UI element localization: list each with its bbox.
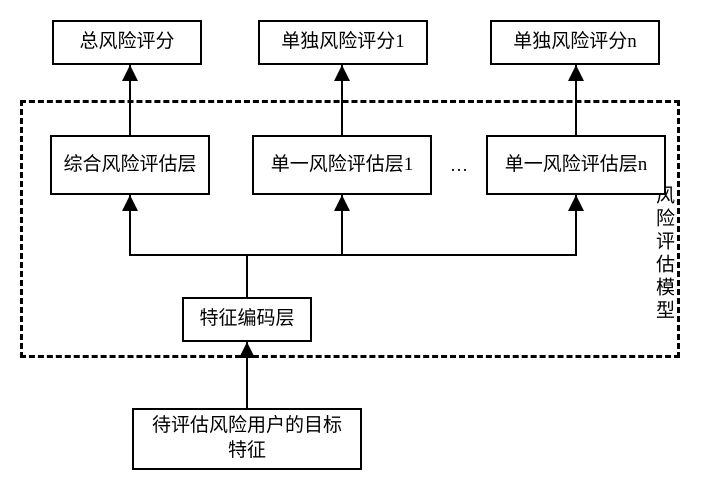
output-single-score-1: 单独风险评分1 [258,20,428,65]
output-total-score: 总风险评分 [52,20,202,65]
single-eval-layer-1: 单一风险评估层1 [252,135,432,195]
comprehensive-eval-layer: 综合风险评估层 [50,135,210,195]
encoder-label: 特征编码层 [199,307,294,332]
input-label: 待评估风险用户的目标 特征 [152,414,342,463]
feature-encoder-layer: 特征编码层 [182,297,312,342]
model-side-label: 风险评估模型 [650,185,677,323]
eval-layer-ellipsis: … [450,155,468,176]
output-single1-label: 单独风险评分1 [281,30,405,55]
output-single-score-n: 单独风险评分n [490,20,660,65]
input-target-features: 待评估风险用户的目标 特征 [132,408,362,470]
output-total-label: 总风险评分 [79,30,174,55]
output-singleN-label: 单独风险评分n [513,30,637,55]
comprehensive-label: 综合风险评估层 [63,153,196,178]
single-eval-layer-n: 单一风险评估层n [486,135,666,195]
single1-label: 单一风险评估层1 [271,153,414,178]
singleN-label: 单一风险评估层n [505,153,648,178]
